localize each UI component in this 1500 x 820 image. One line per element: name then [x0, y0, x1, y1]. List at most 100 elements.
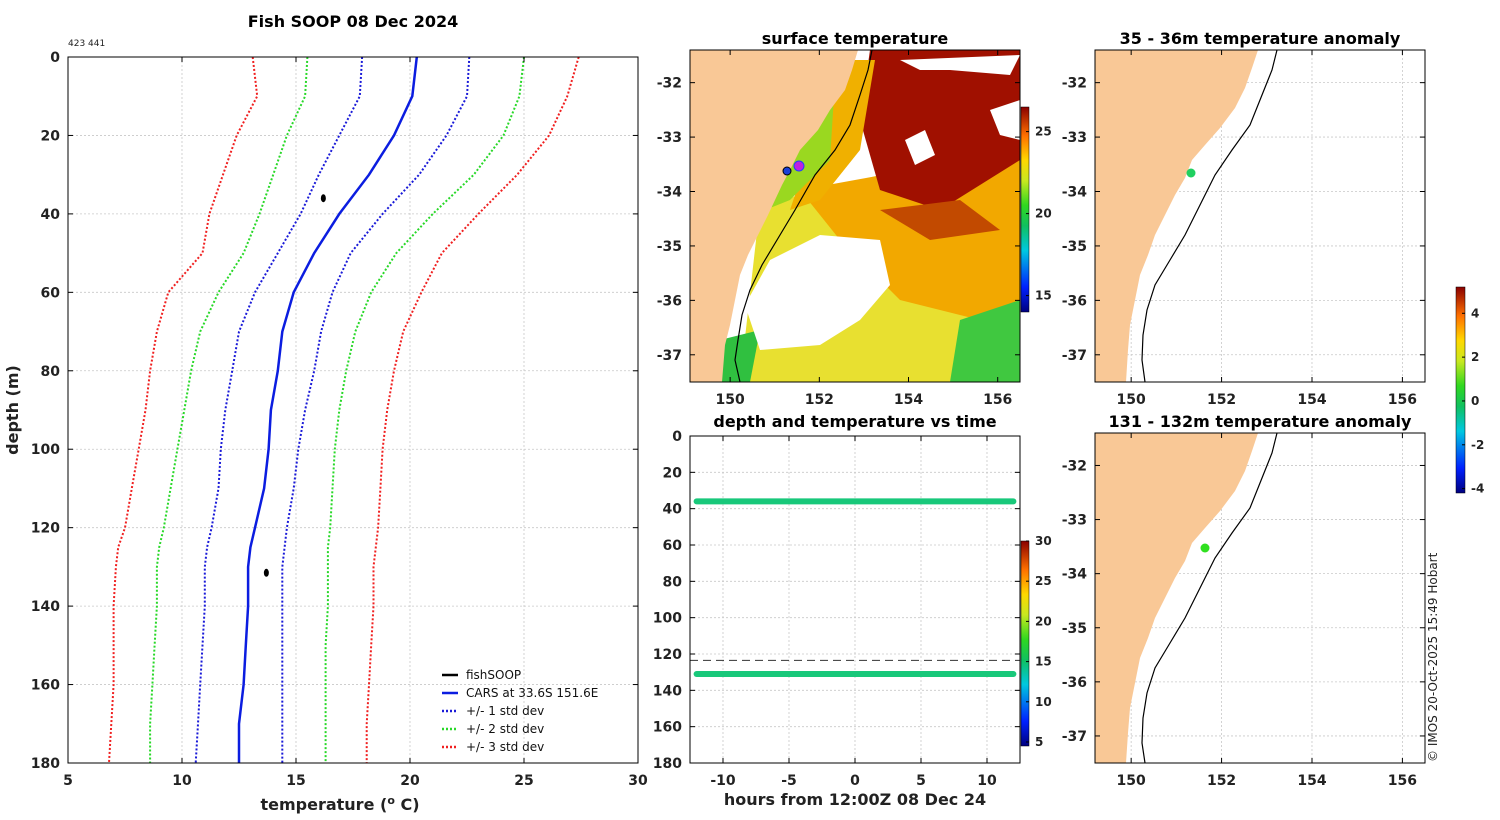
sst_map-xtick-label: 152: [805, 392, 834, 408]
anom_shallow-ytick-label: -36: [1062, 293, 1087, 309]
anom-deep-land: [1095, 433, 1258, 763]
depth-time-ytick-label: 180: [653, 756, 682, 772]
anom_deep-ytick-label: -36: [1062, 675, 1087, 691]
anom-shallow-isobath: [1141, 50, 1278, 382]
fish-soop-point: [263, 568, 269, 577]
depth-time-xtick-label: -10: [710, 773, 736, 789]
sst-colorbar-tick-label: 20: [1035, 207, 1052, 221]
anom-shallow-title: 35 - 36m temperature anomaly: [1120, 29, 1401, 48]
sst_map-ytick-label: -32: [657, 76, 682, 92]
sst-cloud-north: [900, 55, 1020, 75]
std3-lower-line: [108, 56, 259, 764]
sst_map-xtick-label: 154: [894, 392, 923, 408]
std1-upper-line: [281, 56, 471, 763]
profile-xtick-label: 10: [172, 773, 192, 789]
profile-grid: [67, 56, 639, 764]
profile-xtick-label: 20: [400, 773, 420, 789]
depth-time-ytick-label: 40: [663, 502, 683, 518]
depth-time-xtick-label: 5: [916, 773, 926, 789]
anom_shallow-xtick-label: 156: [1388, 392, 1417, 408]
profile-ticks: 5 10 15 20 25 30 0 20 40 60 80 100 120 140 160 180: [31, 50, 648, 789]
profile-panel: Fish SOOP 08 Dec 2024 423 441 5 10 15 20 25 3…: [3, 12, 648, 814]
std1-lower-line: [194, 56, 364, 764]
depth-time-colorbar-tick-label: 20: [1035, 614, 1052, 628]
legend-cars: CARS at 33.6S 151.6E: [466, 686, 598, 700]
profile-ytick-label: 40: [41, 207, 61, 223]
depth-time-colorbar-ticks: 5 10 15 20 25 30: [1026, 534, 1052, 749]
sst-south-green: [720, 330, 760, 382]
anom-colorbar-group: -4 -2 0 2 4: [1455, 286, 1484, 496]
sst_map-xtick-label: 156: [983, 392, 1012, 408]
profile-corner-label: 423 441: [68, 39, 105, 49]
std2-upper-line: [324, 56, 525, 763]
profile-xtick-label: 5: [63, 773, 73, 789]
sst-eddy: [880, 200, 1000, 240]
profile-ytick-label: 120: [31, 521, 60, 537]
anom_deep-xtick-label: 150: [1117, 773, 1146, 789]
sst_map-ytick-label: -34: [657, 185, 683, 201]
depth-time-panel: depth and temperature vs time -10 -5 0 5 100…: [653, 412, 1052, 809]
profile-ytick-label: 100: [31, 442, 60, 458]
anom_deep-ytick-label: -35: [1062, 621, 1087, 637]
sst-colorbar: [1020, 106, 1030, 313]
anom-shallow-map: [1095, 50, 1278, 382]
profile-title: Fish SOOP 08 Dec 2024: [248, 12, 458, 31]
sst-colorbar-tick-label: 15: [1035, 289, 1052, 303]
depth-time-ytick-label: 160: [653, 720, 682, 736]
anom-colorbar-tick-label: 4: [1471, 306, 1479, 320]
depth-time-ytick-label: 0: [672, 429, 682, 445]
profile-ytick-label: 20: [41, 128, 61, 144]
depth-time-grid: [690, 435, 1020, 764]
anom-colorbar-tick-label: 0: [1471, 394, 1479, 408]
sst-cloud-east: [990, 100, 1020, 140]
depth-time-ytick-label: 100: [653, 611, 682, 627]
depth-time-ytick-label: 60: [663, 538, 683, 554]
std2-lower-line: [149, 56, 309, 763]
profile-ytick-label: 160: [31, 678, 60, 694]
profile-ytick-label: 140: [31, 599, 60, 615]
anom_shallow-ytick-label: -37: [1062, 348, 1087, 364]
anom_shallow-xtick-label: 150: [1117, 392, 1146, 408]
depth-time-colorbar-tick-label: 15: [1035, 655, 1052, 669]
anom-colorbar-tick-label: 2: [1471, 350, 1479, 364]
depth-time-colorbar-tick-label: 25: [1035, 574, 1052, 588]
anom_shallow-ytick-label: -34: [1062, 185, 1088, 201]
anom_deep-ytick-label: -34: [1062, 567, 1088, 583]
depth-time-colorbar-tick-label: 30: [1035, 534, 1052, 548]
depth-time-ytick-label: 20: [663, 465, 683, 481]
profile-ytick-label: 80: [41, 364, 61, 380]
anom_deep-ytick-label: -32: [1062, 458, 1087, 474]
anom-shallow-ticks: 150 152 154 156 -32 -33 -34 -35 -36 -37: [1062, 50, 1425, 408]
profile-xlabel-close: C): [400, 795, 419, 814]
anom_shallow-ytick-label: -32: [1062, 76, 1087, 92]
depth-time-ytick-label: 140: [653, 683, 682, 699]
anom-deep-frame: [1094, 432, 1426, 764]
profile-xlabel-sup: o: [387, 794, 395, 807]
profile-xtick-label: 15: [286, 773, 305, 789]
profile-ytick-label: 0: [50, 50, 60, 66]
anom_shallow-xtick-label: 154: [1297, 392, 1326, 408]
sst-field-warm: [800, 150, 1020, 330]
depth-time-xtick-label: 10: [977, 773, 997, 789]
anom_shallow-ytick-label: -35: [1062, 239, 1087, 255]
anom-colorbar-tick-label: -4: [1471, 482, 1484, 496]
profile-ytick-label: 180: [31, 756, 60, 772]
profile-legend: fishSOOP CARS at 33.6S 151.6E +/- 1 std …: [442, 668, 598, 754]
anom-deep-marker: [1200, 543, 1210, 553]
depth-time-data: [690, 435, 1020, 677]
legend-std2: +/- 2 std dev: [466, 722, 544, 736]
profile-xlabel: temperature (o C): [260, 794, 419, 814]
depth-time-xlabel: hours from 12:00Z 08 Dec 24: [724, 790, 986, 809]
cars-mean-line: [237, 56, 419, 763]
anom-colorbar: [1455, 286, 1466, 494]
anom-shallow-panel: 35 - 36m temperature anomaly 150 152 154 15…: [1062, 29, 1426, 408]
sst-map-panel: surface temperature 150 152 1: [657, 29, 1052, 408]
anom-deep-isobath: [1141, 433, 1278, 763]
sst-frame: [689, 49, 1021, 383]
anom-colorbar-tick-label: -2: [1471, 438, 1484, 452]
sst-field-eac: [860, 50, 1020, 210]
depth-time-title: depth and temperature vs time: [713, 412, 996, 431]
anom_deep-xtick-label: 154: [1297, 773, 1326, 789]
